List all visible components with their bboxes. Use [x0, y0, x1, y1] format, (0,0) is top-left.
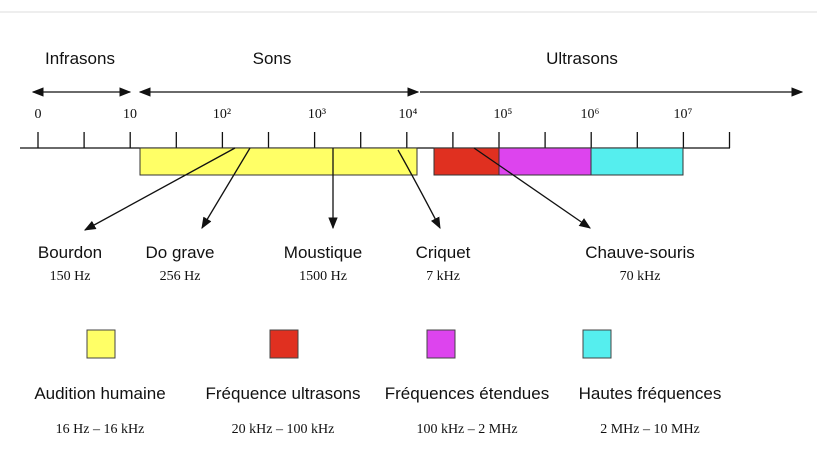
- scale-label: 10⁶: [581, 107, 600, 122]
- legend-range: 2 MHz – 10 MHz: [600, 422, 700, 437]
- legend-label: Fréquence ultrasons: [206, 384, 361, 403]
- region-label: Infrasons: [45, 49, 115, 68]
- legend-range: 16 Hz – 16 kHz: [56, 422, 145, 437]
- legend-label: Audition humaine: [34, 384, 165, 403]
- legend-range: 20 kHz – 100 kHz: [232, 422, 335, 437]
- pointer-arrow: [473, 147, 591, 229]
- legend-swatch: [269, 329, 299, 359]
- axis: [20, 132, 731, 149]
- source-frequency: 7 kHz: [426, 269, 460, 284]
- source-name: Moustique: [284, 243, 362, 262]
- scale-label: 10⁵: [494, 107, 513, 122]
- scale-label: 0: [35, 107, 42, 122]
- scale-label: 10: [123, 107, 137, 122]
- region-label: Sons: [253, 49, 292, 68]
- legend-swatch: [86, 329, 116, 359]
- scale-label: 10³: [308, 107, 326, 122]
- source-name: Criquet: [416, 243, 471, 262]
- scale-labels: 0 10 10² 10³ 10⁴ 10⁵ 10⁶ 10⁷: [35, 107, 693, 122]
- sources: Bourdon 150 Hz Do grave 256 Hz Moustique 1500…: [38, 243, 695, 284]
- pointer-arrow: [201, 147, 251, 230]
- scale-label: 10⁷: [674, 107, 693, 122]
- band-hautes: [590, 147, 684, 176]
- legend-swatch: [426, 329, 456, 359]
- source-frequency: 150 Hz: [50, 269, 91, 284]
- pointer-arrow: [83, 147, 236, 231]
- source-name: Do grave: [146, 243, 215, 262]
- pointer-arrow: [397, 149, 441, 230]
- legend: Audition humaine 16 Hz – 16 kHz Fréquence …: [34, 329, 722, 437]
- source-frequency: 256 Hz: [160, 269, 201, 284]
- scale-label: 10²: [213, 107, 231, 122]
- legend-swatch: [582, 329, 612, 359]
- source-frequency: 70 kHz: [620, 269, 661, 284]
- band-etendues: [498, 147, 592, 176]
- source-frequency: 1500 Hz: [299, 269, 347, 284]
- legend-label: Hautes fréquences: [579, 384, 722, 403]
- region-label: Ultrasons: [546, 49, 618, 68]
- band-audition: [139, 147, 418, 176]
- source-name: Chauve-souris: [585, 243, 695, 262]
- legend-range: 100 kHz – 2 MHz: [416, 422, 517, 437]
- band-ultrasons: [433, 147, 500, 176]
- legend-label: Fréquences étendues: [385, 384, 549, 403]
- scale-label: 10⁴: [399, 107, 418, 122]
- source-name: Bourdon: [38, 243, 102, 262]
